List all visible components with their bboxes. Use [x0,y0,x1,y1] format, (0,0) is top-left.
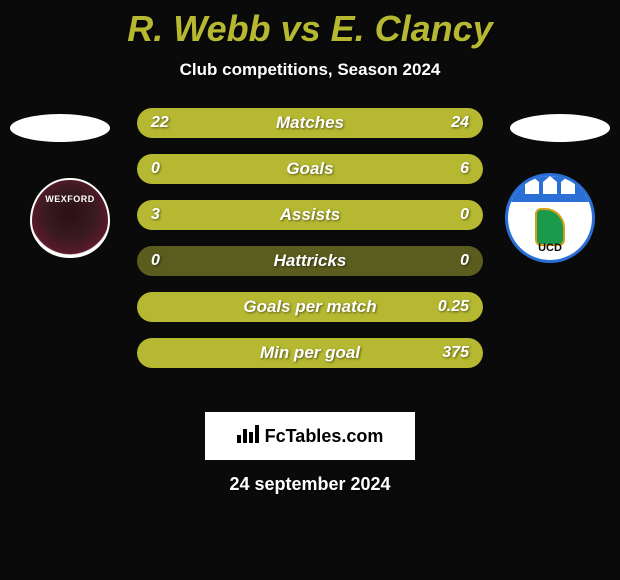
chart-icon [237,423,259,449]
comparison-main: WEXFORD UCD 22Matches240Goals63Assists00… [0,108,620,408]
stat-row: Min per goal375 [137,338,483,368]
stat-row: 0Goals6 [137,154,483,184]
site-name: FcTables.com [265,426,384,447]
stat-row: 0Hattricks0 [137,246,483,276]
stat-label: Assists [137,205,483,225]
player-right-ellipse [510,114,610,142]
stat-value-right: 375 [442,344,469,362]
club-right-label: UCD [538,242,562,254]
site-logo[interactable]: FcTables.com [205,412,415,460]
club-left-label: WEXFORD [45,194,95,204]
ucd-crest-icon: UCD [505,173,595,263]
footer-date: 24 september 2024 [0,474,620,495]
stat-row: 3Assists0 [137,200,483,230]
stat-label: Matches [137,113,483,133]
stat-label: Hattricks [137,251,483,271]
stat-label: Goals [137,159,483,179]
stat-label: Goals per match [137,297,483,317]
harp-icon [535,208,565,246]
stat-value-right: 6 [460,160,469,178]
club-badge-right: UCD [500,168,600,268]
stat-row: 22Matches24 [137,108,483,138]
stat-value-right: 0 [460,252,469,270]
stat-value-right: 0 [460,206,469,224]
stat-value-right: 0.25 [438,298,469,316]
stat-bars-container: 22Matches240Goals63Assists00Hattricks0Go… [137,108,483,368]
stat-row: Goals per match0.25 [137,292,483,322]
wexford-shield-icon: WEXFORD [30,178,110,258]
player-left-ellipse [10,114,110,142]
comparison-title: R. Webb vs E. Clancy [0,0,620,50]
comparison-subtitle: Club competitions, Season 2024 [0,60,620,80]
stat-value-right: 24 [451,114,469,132]
club-badge-left: WEXFORD [20,168,120,268]
stat-label: Min per goal [137,343,483,363]
